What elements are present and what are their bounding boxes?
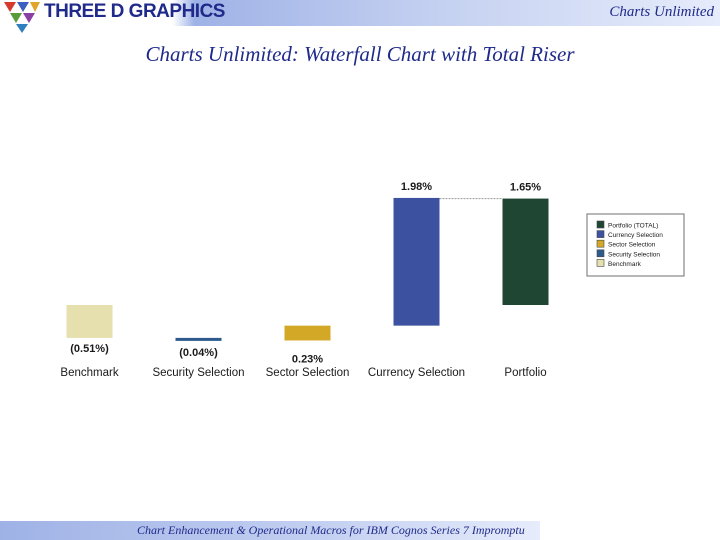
category-label-2: Sector Selection <box>266 367 350 379</box>
legend-label-2: Sector Selection <box>608 242 656 249</box>
chart-title: Charts Unlimited: Waterfall Chart with T… <box>145 42 575 66</box>
legend-swatch-3 <box>596 249 605 258</box>
legend-swatch-2 <box>596 239 605 248</box>
bar-4 <box>502 198 549 305</box>
bar-1 <box>175 337 222 341</box>
header-band <box>0 0 720 26</box>
logo-text: THREE D GRAPHICS <box>44 1 225 22</box>
legend-label-1: Currency Selection <box>608 232 663 239</box>
header-title: Charts Unlimited <box>609 4 714 20</box>
data-label-3: 1.98% <box>401 181 432 193</box>
footer-band <box>0 521 540 540</box>
category-label-0: Benchmark <box>60 367 118 379</box>
data-label-4: 1.65% <box>510 182 541 194</box>
legend-swatch-0 <box>596 220 605 229</box>
legend-label-0: Portfolio (TOTAL) <box>608 223 658 230</box>
legend-label-3: Security Selection <box>608 251 660 258</box>
legend-swatch-1 <box>596 230 605 238</box>
legend-label-4: Benchmark <box>608 261 642 268</box>
category-label-4: Portfolio <box>504 367 546 379</box>
data-label-1: (0.04%) <box>179 347 218 359</box>
data-label-2: 0.23% <box>292 353 323 365</box>
bar-2 <box>284 325 331 341</box>
legend-swatch-4 <box>596 259 605 267</box>
category-label-3: Currency Selection <box>368 367 465 379</box>
three-d-graphics-logo-icon <box>4 2 40 33</box>
category-label-1: Security Selection <box>152 367 244 379</box>
data-label-0: (0.51%) <box>70 343 109 355</box>
footer-text: Chart Enhancement & Operational Macros f… <box>137 523 525 537</box>
bar-0 <box>66 305 113 338</box>
bar-3 <box>393 197 440 326</box>
